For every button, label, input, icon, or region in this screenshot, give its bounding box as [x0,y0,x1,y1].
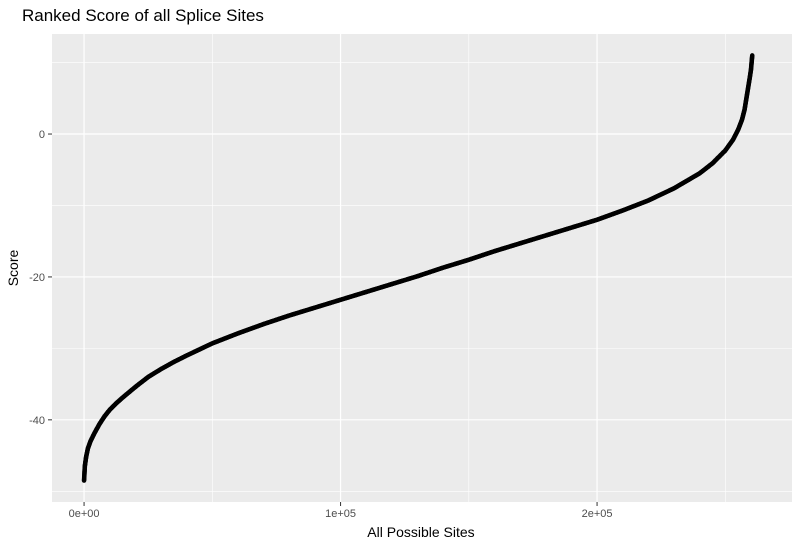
y-tick-label: -20 [29,272,45,284]
plot-panel [52,34,792,502]
x-tick-label: 2e+05 [582,508,613,520]
major-gridlines [52,34,792,502]
data-points [81,53,755,483]
y-axis-title: Score [5,250,21,287]
x-axis-ticks: 0e+00 1e+05 2e+05 [69,502,613,520]
x-axis-title: All Possible Sites [367,524,474,540]
minor-gridlines [52,34,792,502]
chart-title: Ranked Score of all Splice Sites [22,6,264,25]
y-axis-ticks: 0 -20 -40 [29,129,52,427]
y-tick-label: 0 [39,129,45,141]
data-point [749,53,755,58]
y-tick-label: -40 [29,415,45,427]
x-tick-label: 1e+05 [325,508,356,520]
x-tick-label: 0e+00 [69,508,100,520]
